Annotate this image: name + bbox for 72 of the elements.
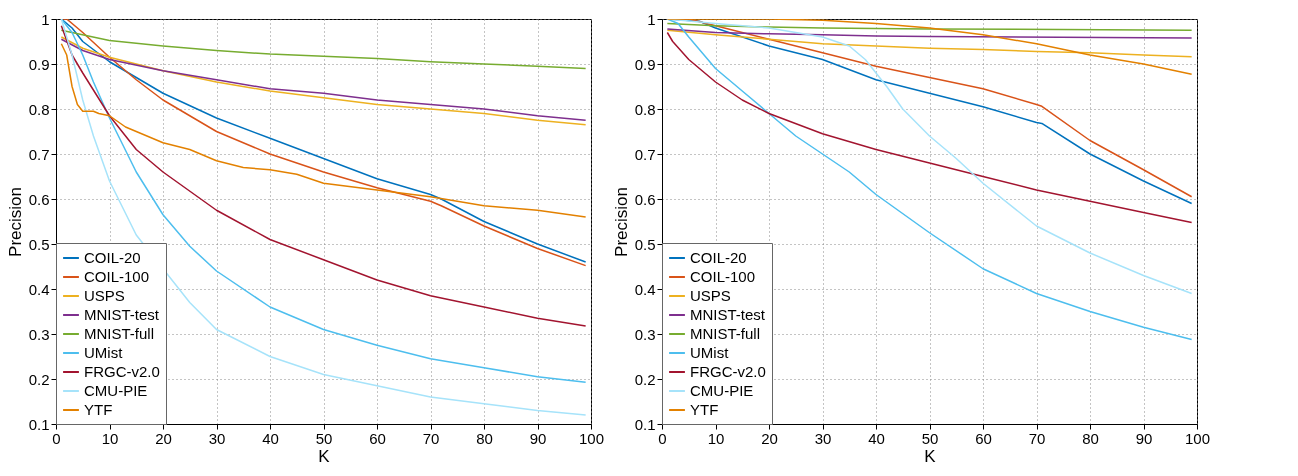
legend-label: MNIST-full (690, 325, 761, 342)
x-tick-label: 70 (1028, 429, 1046, 447)
line-series (60, 29, 587, 70)
x-tick-label: 90 (1135, 429, 1153, 447)
y-tick-label: 0.4 (28, 280, 50, 298)
y-axis-title: Precision (5, 187, 25, 257)
y-axis-title: Precision (611, 187, 631, 257)
legend-label: COIL-20 (84, 249, 141, 266)
legend-label: UMist (690, 344, 730, 361)
x-tick-label: 80 (1082, 429, 1099, 447)
y-tick-label: 0.5 (634, 235, 656, 253)
legend-label: COIL-100 (84, 268, 150, 285)
y-tick-label: 1 (41, 10, 50, 28)
x-tick-label: 40 (868, 429, 885, 447)
y-tick-label: 0.1 (28, 415, 50, 433)
legend-label: USPS (690, 287, 731, 304)
legend-label: COIL-20 (690, 249, 747, 266)
y-tick-label: 0.5 (28, 235, 50, 253)
x-tick-label: 50 (315, 429, 333, 447)
y-tick-label: 0.8 (634, 100, 656, 118)
y-tick-label: 0.2 (634, 370, 656, 388)
y-tick-label: 0.9 (634, 55, 656, 73)
y-tick-label: 0.2 (28, 370, 50, 388)
x-tick-label: 30 (814, 429, 832, 447)
x-tick-label: 90 (529, 429, 547, 447)
x-tick-label: 10 (101, 429, 119, 447)
line-series (666, 28, 1193, 39)
x-axis-title: K (318, 446, 331, 466)
legend-label: MNIST-full (84, 325, 155, 342)
y-tick-label: 0.1 (634, 415, 656, 433)
x-axis-title: K (924, 446, 937, 466)
x-tick-label: 100 (578, 429, 605, 447)
line-series (666, 29, 1193, 58)
legend-label: CMU-PIE (690, 382, 754, 399)
line-series (60, 43, 587, 218)
legend-label: COIL-100 (690, 268, 756, 285)
y-tick-label: 0.9 (28, 55, 50, 73)
y-tick-label: 0.3 (634, 325, 656, 343)
line-series (666, 22, 1193, 31)
legend-label: YTF (84, 401, 113, 418)
x-tick-label: 0 (52, 429, 61, 447)
y-tick-label: 0.6 (634, 190, 656, 208)
y-tick-label: 1 (647, 10, 656, 28)
legend-label: MNIST-test (690, 306, 766, 323)
legend-label: MNIST-test (84, 306, 160, 323)
x-tick-label: 40 (262, 429, 279, 447)
line-series (60, 25, 587, 327)
y-tick-label: 0.6 (28, 190, 50, 208)
y-tick-label: 0.8 (28, 100, 50, 118)
x-tick-label: 50 (921, 429, 939, 447)
y-tick-label: 0.3 (28, 325, 50, 343)
y-tick-label: 0.4 (634, 280, 656, 298)
x-tick-label: 0 (658, 429, 667, 447)
legend-label: FRGC-v2.0 (690, 363, 766, 380)
y-tick-label: 0.7 (634, 145, 656, 163)
legend-label: FRGC-v2.0 (84, 363, 160, 380)
legend-label: USPS (84, 287, 125, 304)
x-tick-label: 30 (208, 429, 226, 447)
line-series (666, 19, 1193, 76)
legend-label: YTF (690, 401, 719, 418)
x-tick-label: 20 (155, 429, 172, 447)
x-tick-label: 60 (975, 429, 992, 447)
legend-label: CMU-PIE (84, 382, 148, 399)
x-tick-label: 10 (707, 429, 725, 447)
x-tick-label: 80 (476, 429, 493, 447)
x-tick-label: 20 (761, 429, 778, 447)
y-tick-label: 0.7 (28, 145, 50, 163)
x-tick-label: 70 (422, 429, 440, 447)
x-tick-label: 100 (1184, 429, 1211, 447)
legend-label: UMist (84, 344, 124, 361)
line-series (666, 31, 1193, 224)
x-tick-label: 60 (369, 429, 386, 447)
